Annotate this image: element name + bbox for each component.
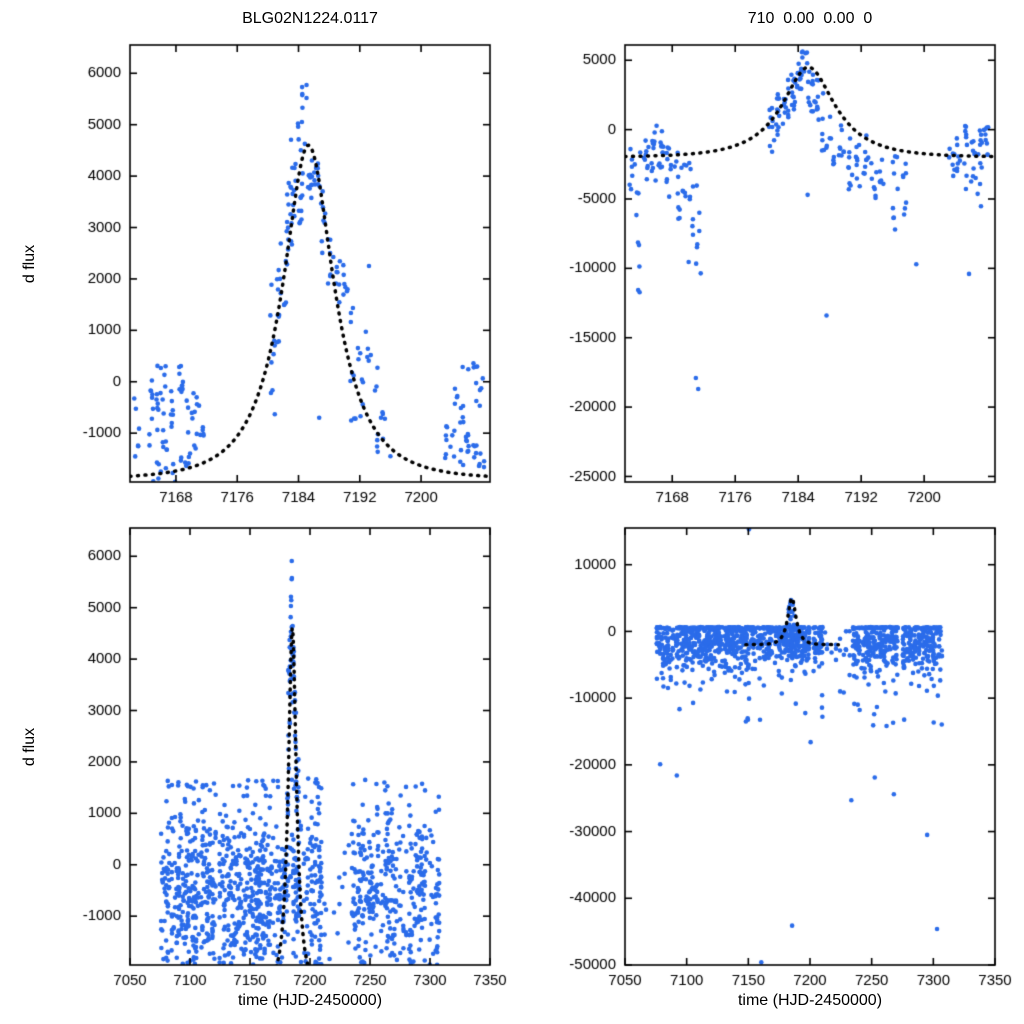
panel1-title: BLG02N1224.0117 (242, 10, 378, 27)
panel4-xlabel: time (HJD-2450000) (737, 992, 883, 1009)
panel1-ylabel: d flux (21, 244, 38, 283)
panel2-title: 710 0.00 0.00 0 (747, 10, 873, 27)
panel3-xlabel: time (HJD-2450000) (237, 992, 383, 1009)
panel3-ylabel: d flux (21, 727, 38, 766)
